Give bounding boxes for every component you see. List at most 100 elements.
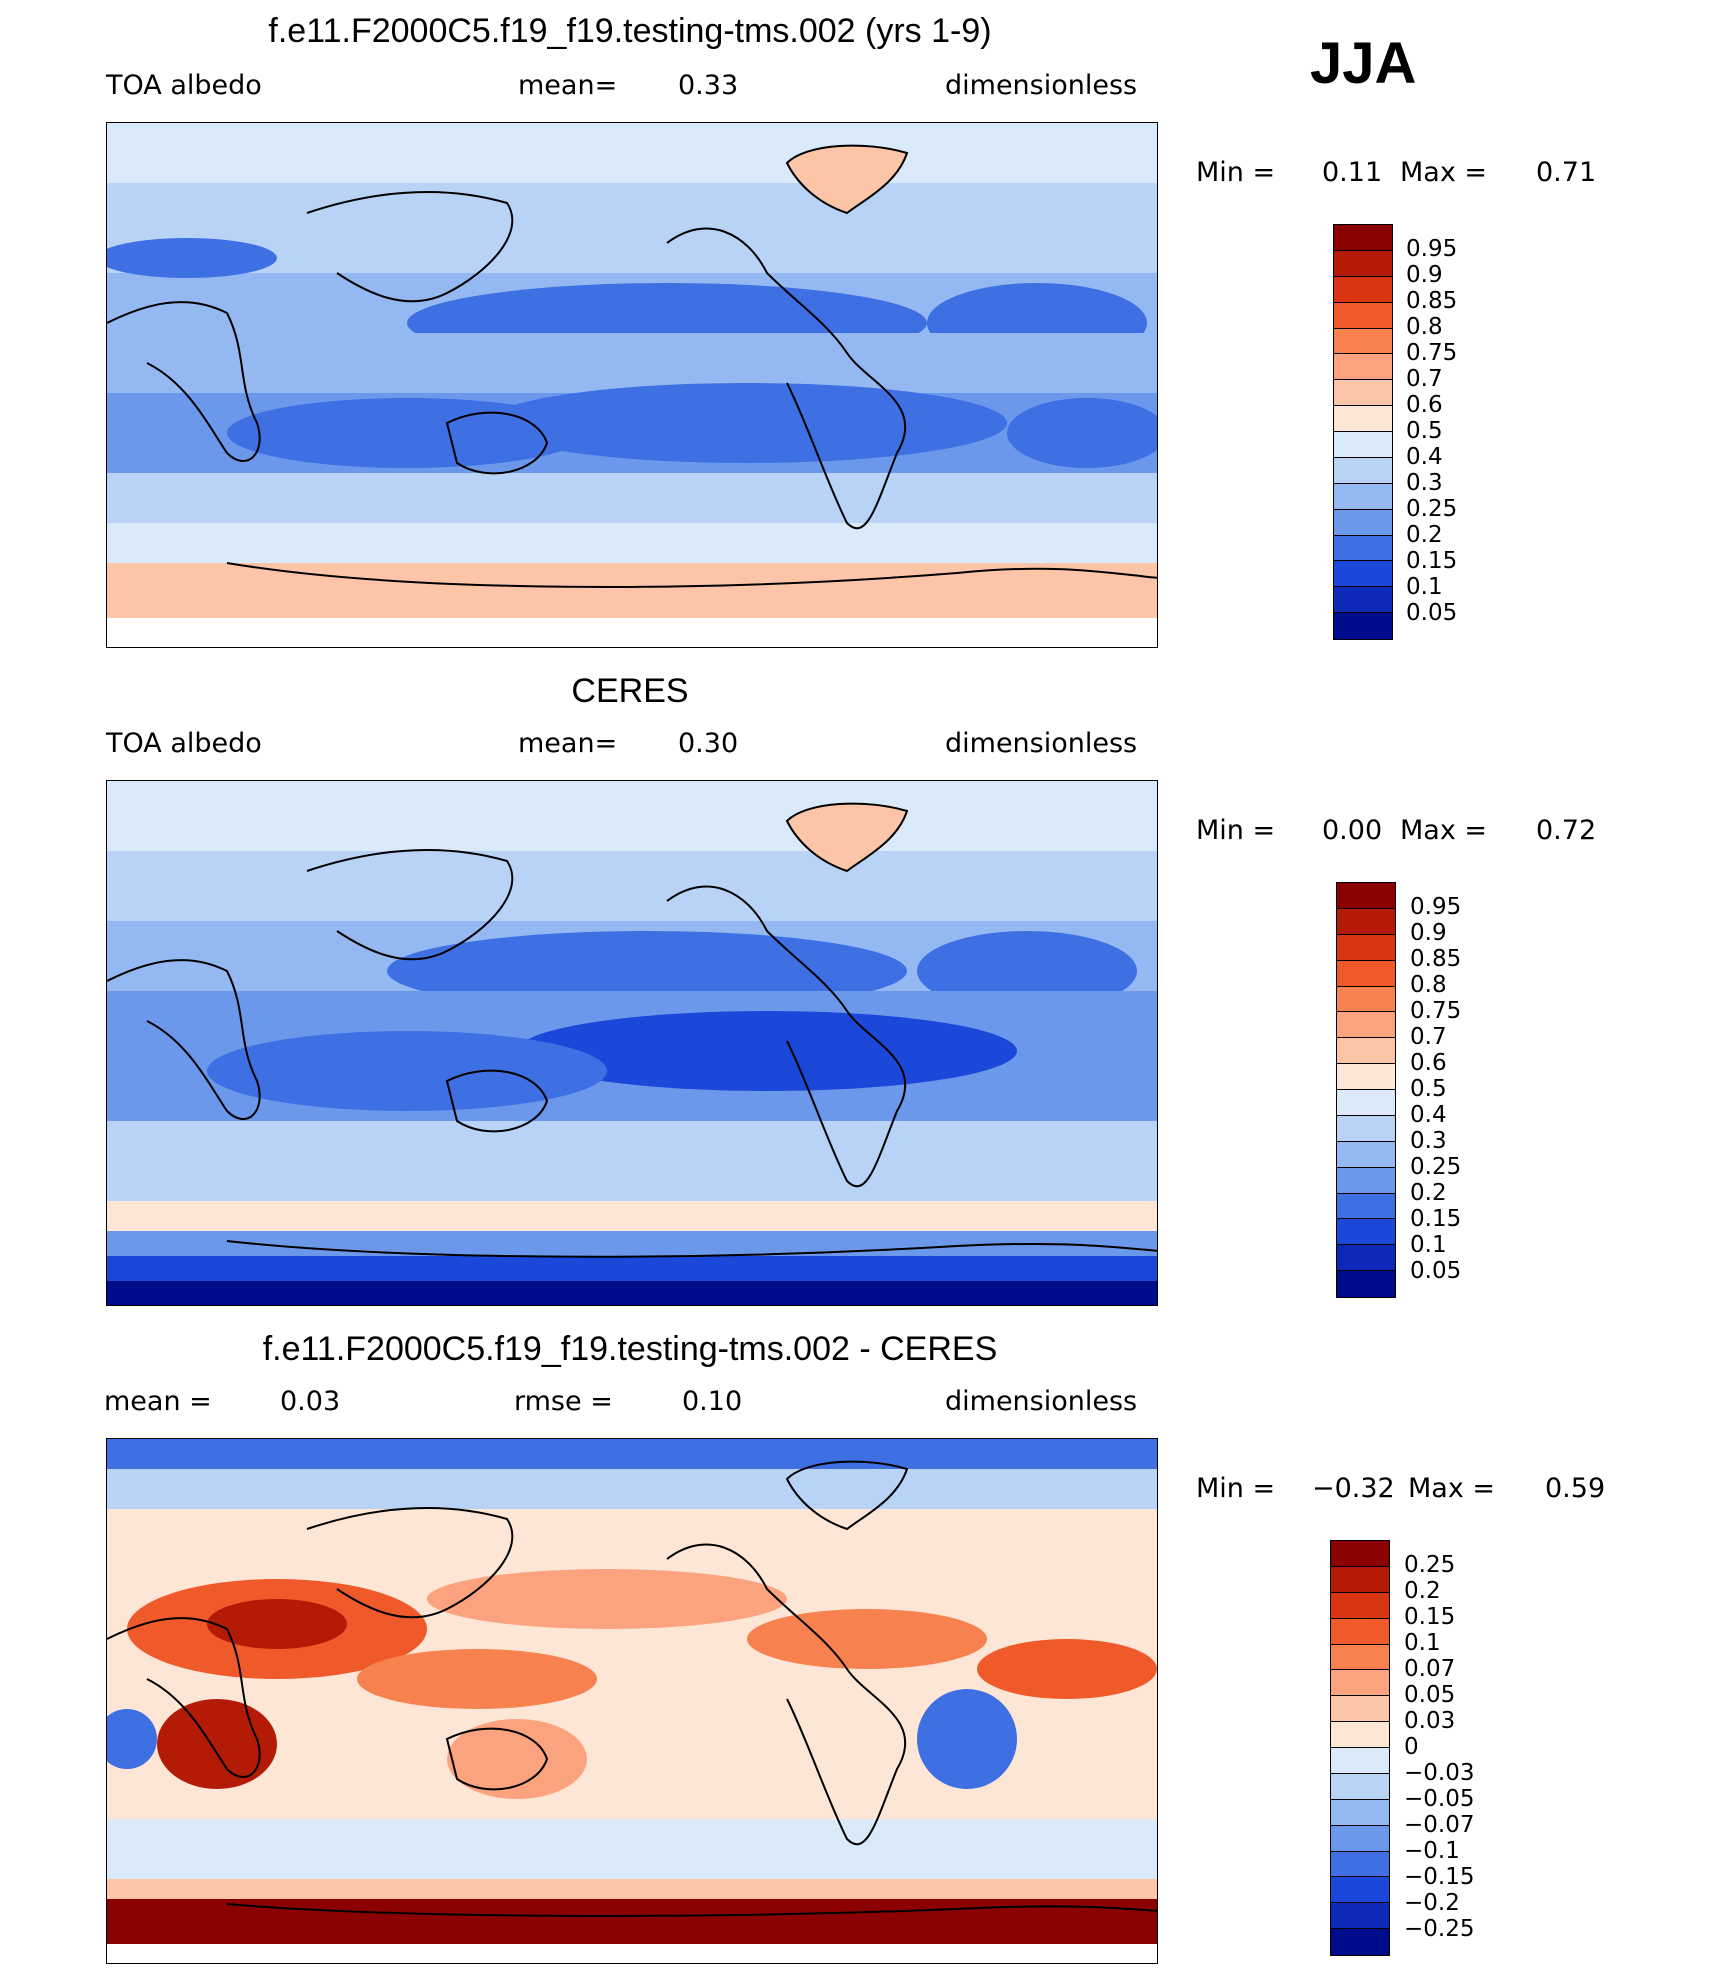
colorbar-swatch (1331, 1825, 1389, 1852)
panel3-band-subarctic (107, 1469, 1157, 1509)
colorbar-swatch (1337, 908, 1395, 935)
panel3-min-value: −0.32 (1312, 1473, 1395, 1504)
colorbar-tick-label: 0.1 (1406, 574, 1443, 600)
panel3-min-label: Min = (1196, 1473, 1276, 1504)
colorbar-tick-label: 0.25 (1410, 1154, 1462, 1180)
colorbar-tick-label: 0.15 (1410, 1206, 1462, 1232)
panel1-sio-low (227, 398, 587, 468)
colorbar-tick-label: −0.07 (1404, 1812, 1475, 1838)
colorbar-tick-label: 0.7 (1406, 366, 1443, 392)
colorbar-swatch (1337, 1245, 1395, 1272)
colorbar-tick-label: −0.2 (1404, 1890, 1460, 1916)
panel2-greenland (785, 802, 909, 873)
colorbar-swatch (1337, 1193, 1395, 1220)
colorbar-swatch (1334, 457, 1392, 484)
colorbar-tick-label: 0.05 (1410, 1258, 1462, 1284)
panel3-units-label: dimensionless (945, 1386, 1138, 1417)
colorbar-swatch (1334, 587, 1392, 614)
panel3-arabia-high (207, 1599, 347, 1649)
colorbar-tick-label: 0.25 (1406, 496, 1458, 522)
panel1-band-arctic (107, 123, 1157, 183)
colorbar-swatch (1334, 432, 1392, 458)
panel2-sio-low (207, 1031, 607, 1111)
colorbar-tick-label: 0.4 (1406, 444, 1443, 470)
panel1-mean-value: 0.33 (678, 70, 739, 101)
panel2-max-label: Max = (1400, 815, 1488, 846)
panel1-max-label: Max = (1400, 157, 1488, 188)
colorbar-tick-label: 0.9 (1410, 920, 1447, 946)
colorbar-swatch (1334, 250, 1392, 277)
panel2-mean-value: 0.30 (678, 728, 739, 759)
panel3-colorbar-labels: 0.25 0.2 0.15 0.1 0.07 0.05 0.03 0 −0.03 −0.05 −0.… (1404, 1540, 1534, 1956)
panel3-eatl-high (977, 1639, 1157, 1699)
panel2-title: CERES (571, 672, 689, 710)
colorbar-tick-label: 0 (1404, 1734, 1419, 1760)
panel1-band-antarctic (107, 563, 1157, 618)
colorbar-swatch (1331, 1670, 1389, 1697)
panel3-australia-high (447, 1719, 587, 1799)
colorbar-swatch (1337, 1090, 1395, 1116)
colorbar-swatch (1334, 406, 1392, 432)
colorbar-swatch (1334, 328, 1392, 355)
colorbar-swatch (1334, 483, 1392, 510)
colorbar-swatch (1334, 225, 1392, 251)
colorbar-swatch (1334, 535, 1392, 562)
panel3-band-ant-margin (107, 1879, 1157, 1899)
colorbar-swatch (1337, 1141, 1395, 1168)
colorbar-tick-label: 0.95 (1406, 236, 1458, 262)
colorbar-swatch (1337, 1115, 1395, 1142)
colorbar-swatch (1331, 1541, 1389, 1567)
panel1-min-value: 0.11 (1322, 157, 1383, 188)
colorbar-tick-label: 0.05 (1404, 1682, 1456, 1708)
colorbar-tick-label: 0.1 (1410, 1232, 1447, 1258)
panel2-band-smid (107, 1121, 1157, 1201)
panel3-max-label: Max = (1408, 1473, 1496, 1504)
panel2-colorbar-labels: 0.95 0.9 0.85 0.8 0.75 0.7 0.6 0.5 0.4 0.3 0.25 0.2… (1410, 882, 1530, 1298)
panel2-band-ant1 (107, 1231, 1157, 1256)
colorbar-swatch (1331, 1929, 1389, 1955)
colorbar-tick-label: 0.5 (1410, 1076, 1447, 1102)
colorbar-swatch (1334, 276, 1392, 303)
colorbar-swatch (1331, 1696, 1389, 1723)
panel2-band-ant-margin (107, 1201, 1157, 1231)
panel1-colorbar (1333, 224, 1393, 640)
colorbar-swatch (1337, 1012, 1395, 1039)
colorbar-swatch (1331, 1722, 1389, 1748)
colorbar-tick-label: 0.2 (1410, 1180, 1447, 1206)
colorbar-swatch (1334, 354, 1392, 381)
panel2-spac-low (517, 1011, 1017, 1091)
panel3-title: f.e11.F2000C5.f19_f19.testing-tms.002 - … (262, 1330, 998, 1368)
colorbar-tick-label: −0.15 (1404, 1864, 1475, 1890)
panel1-variable-label: TOA albedo (106, 70, 262, 101)
panel3-max-value: 0.59 (1545, 1473, 1606, 1504)
panel3-seasia-high (357, 1649, 597, 1709)
colorbar-tick-label: 0.3 (1406, 470, 1443, 496)
panel1-med-low (107, 238, 277, 278)
panel1-units-label: dimensionless (945, 70, 1138, 101)
panel2-colorbar (1336, 882, 1396, 1298)
colorbar-swatch (1331, 1851, 1389, 1878)
colorbar-tick-label: 0.6 (1410, 1050, 1447, 1076)
panel2-map (106, 780, 1158, 1306)
panel3-mean-value: 0.03 (280, 1386, 341, 1417)
panel3-rmse-label: rmse = (514, 1386, 613, 1417)
panel3-band-antarctica (107, 1899, 1157, 1944)
colorbar-swatch (1331, 1566, 1389, 1593)
panel1-max-value: 0.71 (1536, 157, 1597, 188)
colorbar-tick-label: 0.6 (1406, 392, 1443, 418)
colorbar-tick-label: 0.25 (1404, 1552, 1456, 1578)
colorbar-tick-label: −0.25 (1404, 1916, 1475, 1942)
panel1-mean-label: mean= (518, 70, 618, 101)
panel1-title: f.e11.F2000C5.f19_f19.testing-tms.002 (y… (268, 12, 992, 50)
colorbar-swatch (1337, 1219, 1395, 1246)
panel3-mean-label: mean = (104, 1386, 212, 1417)
panel3-map (106, 1438, 1158, 1964)
panel1-map (106, 122, 1158, 648)
colorbar-swatch (1331, 1748, 1389, 1774)
panel1-satl-low (1007, 398, 1157, 468)
panel2-band-ant3 (107, 1281, 1157, 1305)
panel2-coastlines (107, 849, 1157, 1258)
colorbar-swatch (1337, 960, 1395, 987)
colorbar-tick-label: 0.2 (1406, 522, 1443, 548)
colorbar-tick-label: −0.1 (1404, 1838, 1460, 1864)
